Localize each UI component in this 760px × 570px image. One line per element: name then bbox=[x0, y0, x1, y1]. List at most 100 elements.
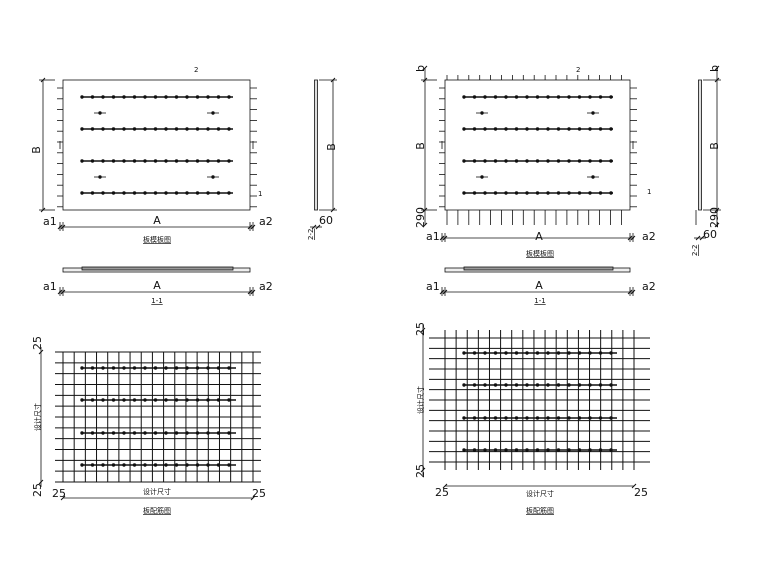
rebar-bead bbox=[493, 159, 498, 163]
dimension-tick bbox=[695, 235, 701, 241]
rebar-bead bbox=[101, 366, 105, 370]
rebar-bead bbox=[122, 191, 126, 195]
section-2-2-dim-290: 290 bbox=[708, 207, 721, 228]
rebar-dim-right: 25 bbox=[634, 486, 648, 499]
rebar-bead bbox=[132, 366, 137, 370]
rebar-bead bbox=[493, 127, 498, 131]
rebar-bead bbox=[90, 95, 95, 99]
section-2-2-dim-b: b bbox=[708, 65, 721, 72]
rebar-bead bbox=[90, 366, 95, 370]
dimension-tick bbox=[442, 235, 448, 241]
rebar-bead bbox=[535, 383, 540, 387]
rebar-bead bbox=[462, 448, 466, 452]
dimension-tick bbox=[714, 65, 720, 71]
rebar-dim-horizontal: 设计尺寸 bbox=[526, 489, 554, 498]
rebar-bead bbox=[546, 127, 550, 131]
dim-label-a2: a2 bbox=[259, 215, 273, 228]
section-1-1-dim-a1: a1 bbox=[426, 280, 440, 293]
rebar-bead bbox=[80, 398, 84, 402]
rebar-bead bbox=[80, 127, 84, 131]
rebar-bead bbox=[472, 351, 477, 355]
dimension-tick bbox=[442, 483, 448, 489]
rebar-bead bbox=[80, 95, 84, 99]
rebar-bead bbox=[174, 463, 179, 467]
rebar-bead bbox=[153, 159, 158, 163]
rebar-bead bbox=[546, 351, 550, 355]
rebar-bead bbox=[195, 159, 200, 163]
section-2-2-dim-B: B bbox=[708, 142, 721, 150]
rebar-bead bbox=[227, 159, 231, 163]
rebar-bead bbox=[143, 95, 147, 99]
rebar-bead bbox=[556, 191, 561, 195]
rebar-bead bbox=[472, 416, 477, 420]
rebar-bead bbox=[185, 398, 189, 402]
lifting-point bbox=[480, 175, 484, 179]
plate-outline bbox=[62, 79, 251, 211]
dimension-tick bbox=[250, 289, 256, 295]
rebar-bead bbox=[122, 159, 126, 163]
rebar-bead bbox=[525, 448, 529, 452]
rebar-bead bbox=[111, 191, 116, 195]
rebar-bead bbox=[493, 383, 498, 387]
rebar-bead bbox=[546, 95, 550, 99]
rebar-bead bbox=[483, 448, 487, 452]
rebar-bead bbox=[206, 127, 210, 131]
rebar-bead bbox=[514, 159, 519, 163]
rebar-bead bbox=[122, 398, 126, 402]
rebar-bead bbox=[153, 398, 158, 402]
rebar-bead bbox=[577, 351, 582, 355]
section-topping bbox=[463, 266, 614, 271]
rebar-bead bbox=[577, 191, 582, 195]
rebar-bead bbox=[132, 127, 137, 131]
section-1-1-dim-A: A bbox=[153, 279, 161, 292]
rebar-bead bbox=[111, 463, 116, 467]
rebar-bead bbox=[164, 127, 168, 131]
rebar-bead bbox=[174, 398, 179, 402]
section-1-1-dim-a2: a2 bbox=[642, 280, 656, 293]
dimension-tick bbox=[439, 289, 445, 295]
rebar-bead bbox=[514, 448, 519, 452]
rebar-bead bbox=[90, 463, 95, 467]
rebar-bead bbox=[556, 351, 561, 355]
section-mark-1: 1 bbox=[647, 188, 651, 196]
rebar-bead bbox=[206, 159, 210, 163]
rebar-bead bbox=[514, 416, 519, 420]
dimension-tick bbox=[40, 77, 46, 83]
rebar-bead bbox=[472, 95, 477, 99]
dimension-tick bbox=[630, 289, 636, 295]
rebar-bead bbox=[101, 159, 105, 163]
rebar-bead bbox=[206, 431, 210, 435]
rebar-bead bbox=[483, 95, 487, 99]
section-mark-2: 2 bbox=[576, 66, 580, 74]
rebar-bead bbox=[546, 191, 550, 195]
rebar-bead bbox=[195, 398, 200, 402]
rebar-dim-bottom: 25 bbox=[414, 464, 427, 478]
rebar-bead bbox=[164, 398, 168, 402]
rebar-bead bbox=[216, 127, 221, 131]
dimension-tick bbox=[250, 495, 256, 501]
rebar-bead bbox=[504, 448, 508, 452]
rebar-dim-bottom: 25 bbox=[31, 483, 44, 497]
rebar-bead bbox=[588, 416, 592, 420]
rebar-bead bbox=[504, 416, 508, 420]
rebar-bead bbox=[143, 127, 147, 131]
rebar-bead bbox=[111, 398, 116, 402]
section-plate bbox=[698, 79, 702, 211]
rebar-bead bbox=[598, 127, 603, 131]
rebar-bead bbox=[609, 448, 613, 452]
rebar-bead bbox=[143, 366, 147, 370]
rebar-bead bbox=[185, 463, 189, 467]
rebar-dim-right: 25 bbox=[252, 487, 266, 500]
rebar-bead bbox=[577, 159, 582, 163]
rebar-bead bbox=[80, 191, 84, 195]
rebar-bead bbox=[164, 366, 168, 370]
rebar-bead bbox=[483, 383, 487, 387]
rebar-bead bbox=[111, 127, 116, 131]
rebar-bead bbox=[122, 127, 126, 131]
section-mark-2: 2 bbox=[194, 66, 198, 74]
rebar-bead bbox=[101, 95, 105, 99]
rebar-bead bbox=[535, 448, 540, 452]
rebar-bead bbox=[588, 448, 592, 452]
rebar-bead bbox=[577, 127, 582, 131]
lifting-point bbox=[591, 111, 595, 115]
